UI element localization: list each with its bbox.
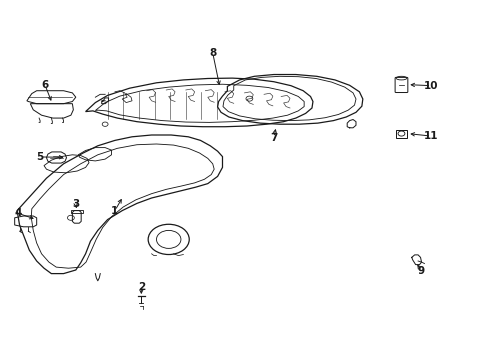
Text: 9: 9 <box>417 266 424 276</box>
Text: 1: 1 <box>111 206 118 216</box>
Text: 4: 4 <box>15 208 22 219</box>
Text: 10: 10 <box>423 81 438 91</box>
Text: 6: 6 <box>41 80 48 90</box>
Text: 3: 3 <box>72 199 79 210</box>
Text: 8: 8 <box>209 48 216 58</box>
Text: 11: 11 <box>423 131 438 141</box>
Text: 7: 7 <box>269 132 277 143</box>
Text: 5: 5 <box>37 152 43 162</box>
Text: 2: 2 <box>138 282 144 292</box>
